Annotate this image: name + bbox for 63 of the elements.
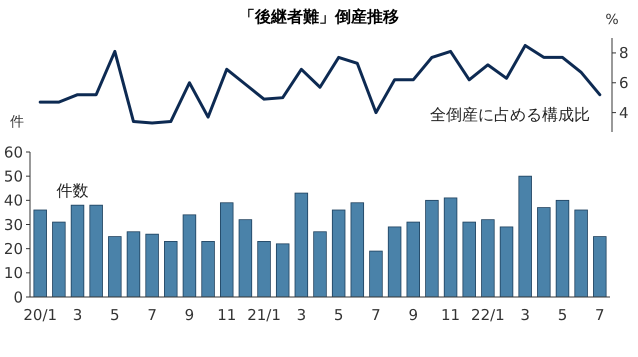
bar (537, 207, 551, 298)
bar (33, 210, 47, 298)
bar (89, 204, 103, 298)
x-tick-label: 5 (334, 306, 344, 324)
bar (220, 202, 234, 298)
x-tick-label: 7 (147, 306, 157, 324)
y-tick-label: 20 (4, 240, 23, 258)
y-tick-label: 50 (4, 167, 23, 186)
bar (52, 222, 66, 298)
bar (257, 241, 271, 298)
bar (313, 231, 327, 298)
bar (369, 250, 383, 298)
x-tick-label: 20/1 (23, 306, 58, 324)
bar (201, 241, 215, 298)
bar (276, 243, 290, 298)
x-tick-label: 3 (72, 306, 82, 324)
y-tick-label: 40 (4, 192, 23, 210)
bar (500, 226, 514, 298)
bar (406, 222, 420, 298)
bar (481, 219, 495, 298)
bar (462, 222, 476, 298)
x-tick-label: 7 (595, 306, 605, 324)
bar (350, 202, 364, 298)
y-tick-label: 10 (4, 264, 23, 282)
bar (332, 210, 346, 298)
y-axis-title: 件 (10, 114, 24, 130)
line-series (38, 44, 602, 125)
chart-title: 「後継者難」倒産推移 (239, 7, 399, 26)
x-tick-label: 9 (184, 306, 194, 324)
bar (108, 236, 122, 298)
bar (593, 236, 607, 298)
x-tick-label: 7 (371, 306, 381, 324)
y-tick-label: 60 (4, 143, 23, 162)
x-tick-label: 3 (520, 306, 530, 324)
bar (518, 176, 532, 298)
annotation: 全倒産に占める構成比 (430, 105, 590, 124)
bar (126, 231, 140, 298)
x-tick-label: 11 (217, 306, 236, 324)
bar (182, 214, 196, 298)
bar (294, 192, 308, 298)
x-tick-label: 21/1 (247, 306, 281, 324)
x-tick-label: 5 (110, 306, 120, 324)
y-tick-label: 0 (13, 288, 23, 306)
x-tick-label: 11 (441, 306, 460, 324)
y-axis-title: % (605, 12, 619, 28)
bar (238, 219, 252, 298)
x-tick-label: 5 (558, 306, 568, 324)
bar (556, 200, 570, 298)
y-tick-label: 30 (4, 216, 23, 234)
bar (444, 198, 458, 298)
annotation: 件数 (56, 181, 89, 200)
y-tick-label: 4 (619, 104, 629, 122)
x-tick-label: 9 (408, 306, 418, 324)
y-tick-label: 8 (619, 44, 629, 62)
bar (70, 204, 84, 298)
bar (145, 234, 159, 298)
x-tick-label: 3 (296, 306, 306, 324)
y-tick-label: 6 (619, 74, 629, 92)
bar (388, 226, 402, 298)
bar (574, 210, 588, 298)
bar (164, 241, 178, 298)
bar (425, 200, 439, 298)
x-tick-label: 22/1 (471, 306, 505, 324)
